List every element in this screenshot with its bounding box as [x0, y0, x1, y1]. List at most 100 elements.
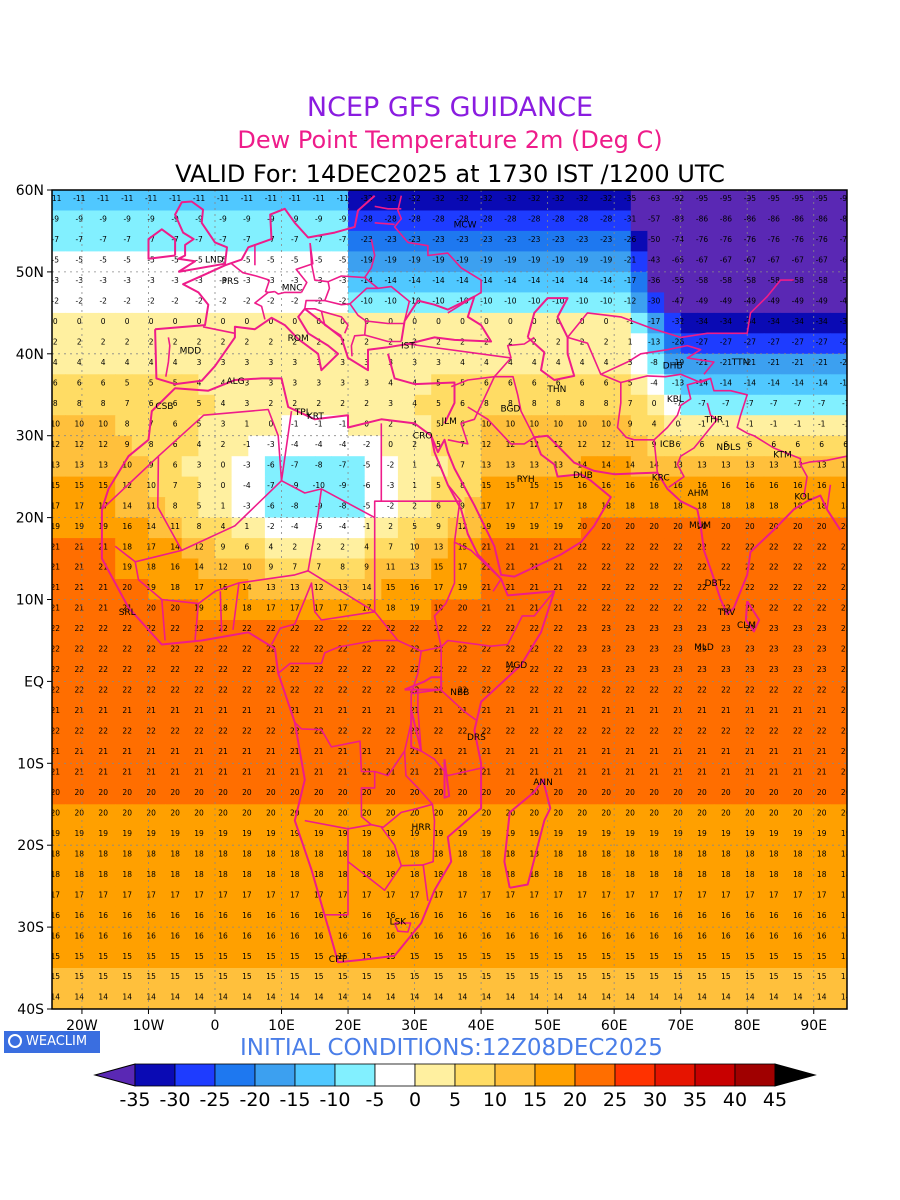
field-cell — [580, 701, 599, 723]
grid-value: 19 — [434, 604, 444, 613]
field-cell — [481, 763, 499, 785]
field-cell — [647, 435, 665, 457]
field-cell — [597, 415, 615, 437]
field-cell — [81, 660, 100, 682]
country-border — [264, 279, 271, 294]
field-cell — [52, 251, 66, 273]
field-cell — [298, 230, 316, 252]
field-cell — [614, 681, 632, 703]
field-cell — [680, 579, 698, 601]
grid-value: 19 — [841, 829, 851, 838]
field-cell — [813, 988, 831, 1009]
grid-value: 2 — [388, 522, 393, 531]
grid-value: 20 — [649, 522, 659, 531]
grid-value: -65 — [672, 256, 684, 265]
grid-value: -1 — [770, 419, 778, 428]
grid-value: 18 — [290, 849, 300, 858]
grid-value: -6 — [363, 481, 371, 490]
grid-value: -3 — [339, 276, 347, 285]
grid-value: 2 — [508, 338, 513, 347]
grid-value: 22 — [266, 686, 276, 695]
field-cell — [131, 742, 149, 764]
grid-value: -21 — [768, 358, 780, 367]
grid-value: 14 — [601, 460, 611, 469]
field-cell — [52, 722, 66, 744]
grid-value: 21 — [122, 706, 132, 715]
field-cell — [497, 456, 515, 478]
grid-value: 20 — [482, 788, 492, 797]
grid-value: 22 — [98, 624, 108, 633]
field-cell — [830, 886, 847, 908]
field-cell — [381, 886, 399, 908]
field-cell — [98, 968, 116, 990]
grid-value: -10 — [313, 481, 325, 490]
field-cell — [198, 824, 216, 846]
field-cell — [298, 886, 316, 908]
field-cell — [314, 251, 332, 273]
field-cell — [248, 742, 266, 764]
field-cell — [763, 579, 781, 601]
grid-value: 22 — [146, 645, 156, 654]
field-cell — [414, 947, 432, 969]
field-cell — [198, 271, 216, 293]
field-cell — [730, 763, 748, 785]
field-cell — [580, 415, 599, 437]
field-cell — [630, 456, 648, 478]
field-cell — [713, 660, 732, 682]
field-cell — [215, 476, 233, 498]
field-cell — [165, 558, 183, 580]
grid-value: 15 — [769, 972, 779, 981]
grid-value: 22 — [649, 563, 659, 572]
field-cell — [314, 190, 332, 212]
grid-value: -9 — [339, 215, 347, 224]
grid-value: 14 — [434, 993, 444, 1002]
grid-value: -9 — [76, 215, 84, 224]
field-cell — [481, 968, 499, 990]
field-cell — [813, 190, 831, 212]
field-cell — [614, 620, 632, 642]
field-cell — [614, 722, 632, 744]
field-cell — [81, 415, 100, 437]
field-cell — [52, 660, 66, 682]
grid-value: -27 — [768, 338, 780, 347]
grid-value: -32 — [576, 194, 588, 203]
field-cell — [314, 927, 332, 949]
field-cell — [397, 886, 416, 908]
grid-value: 22 — [338, 665, 348, 674]
field-cell — [531, 906, 549, 928]
grid-value: 22 — [482, 645, 492, 654]
grid-value: 20 — [122, 583, 132, 592]
grid-value: -76 — [840, 235, 852, 244]
grid-value: -11 — [193, 194, 205, 203]
field-cell — [580, 783, 599, 805]
grid-value: 19 — [98, 829, 108, 838]
grid-value: 15 — [577, 952, 587, 961]
field-cell — [314, 599, 332, 621]
field-cell — [713, 640, 732, 662]
field-cell — [115, 230, 133, 252]
field-cell — [231, 845, 249, 867]
field-cell — [713, 824, 732, 846]
field-cell — [497, 210, 515, 232]
grid-value: 23 — [577, 645, 587, 654]
field-cell — [514, 681, 532, 703]
field-cell — [497, 599, 515, 621]
grid-value: 19 — [458, 829, 468, 838]
colorbar-swatch — [534, 1063, 576, 1087]
grid-value: 11 — [386, 563, 396, 572]
field-cell — [148, 517, 166, 539]
grid-value: -56 — [672, 276, 684, 285]
field-cell — [797, 271, 815, 293]
field-cell — [580, 456, 599, 478]
grid-value: 8 — [532, 399, 537, 408]
grid-value: 18 — [314, 849, 324, 858]
grid-value: -28 — [600, 215, 612, 224]
grid-value: 9 — [125, 440, 130, 449]
grid-value: 1 — [412, 460, 417, 469]
field-cell — [331, 783, 349, 805]
field-cell — [564, 681, 582, 703]
field-cell — [364, 988, 382, 1009]
field-cell — [481, 415, 499, 437]
field-cell — [747, 476, 765, 498]
field-cell — [564, 968, 582, 990]
